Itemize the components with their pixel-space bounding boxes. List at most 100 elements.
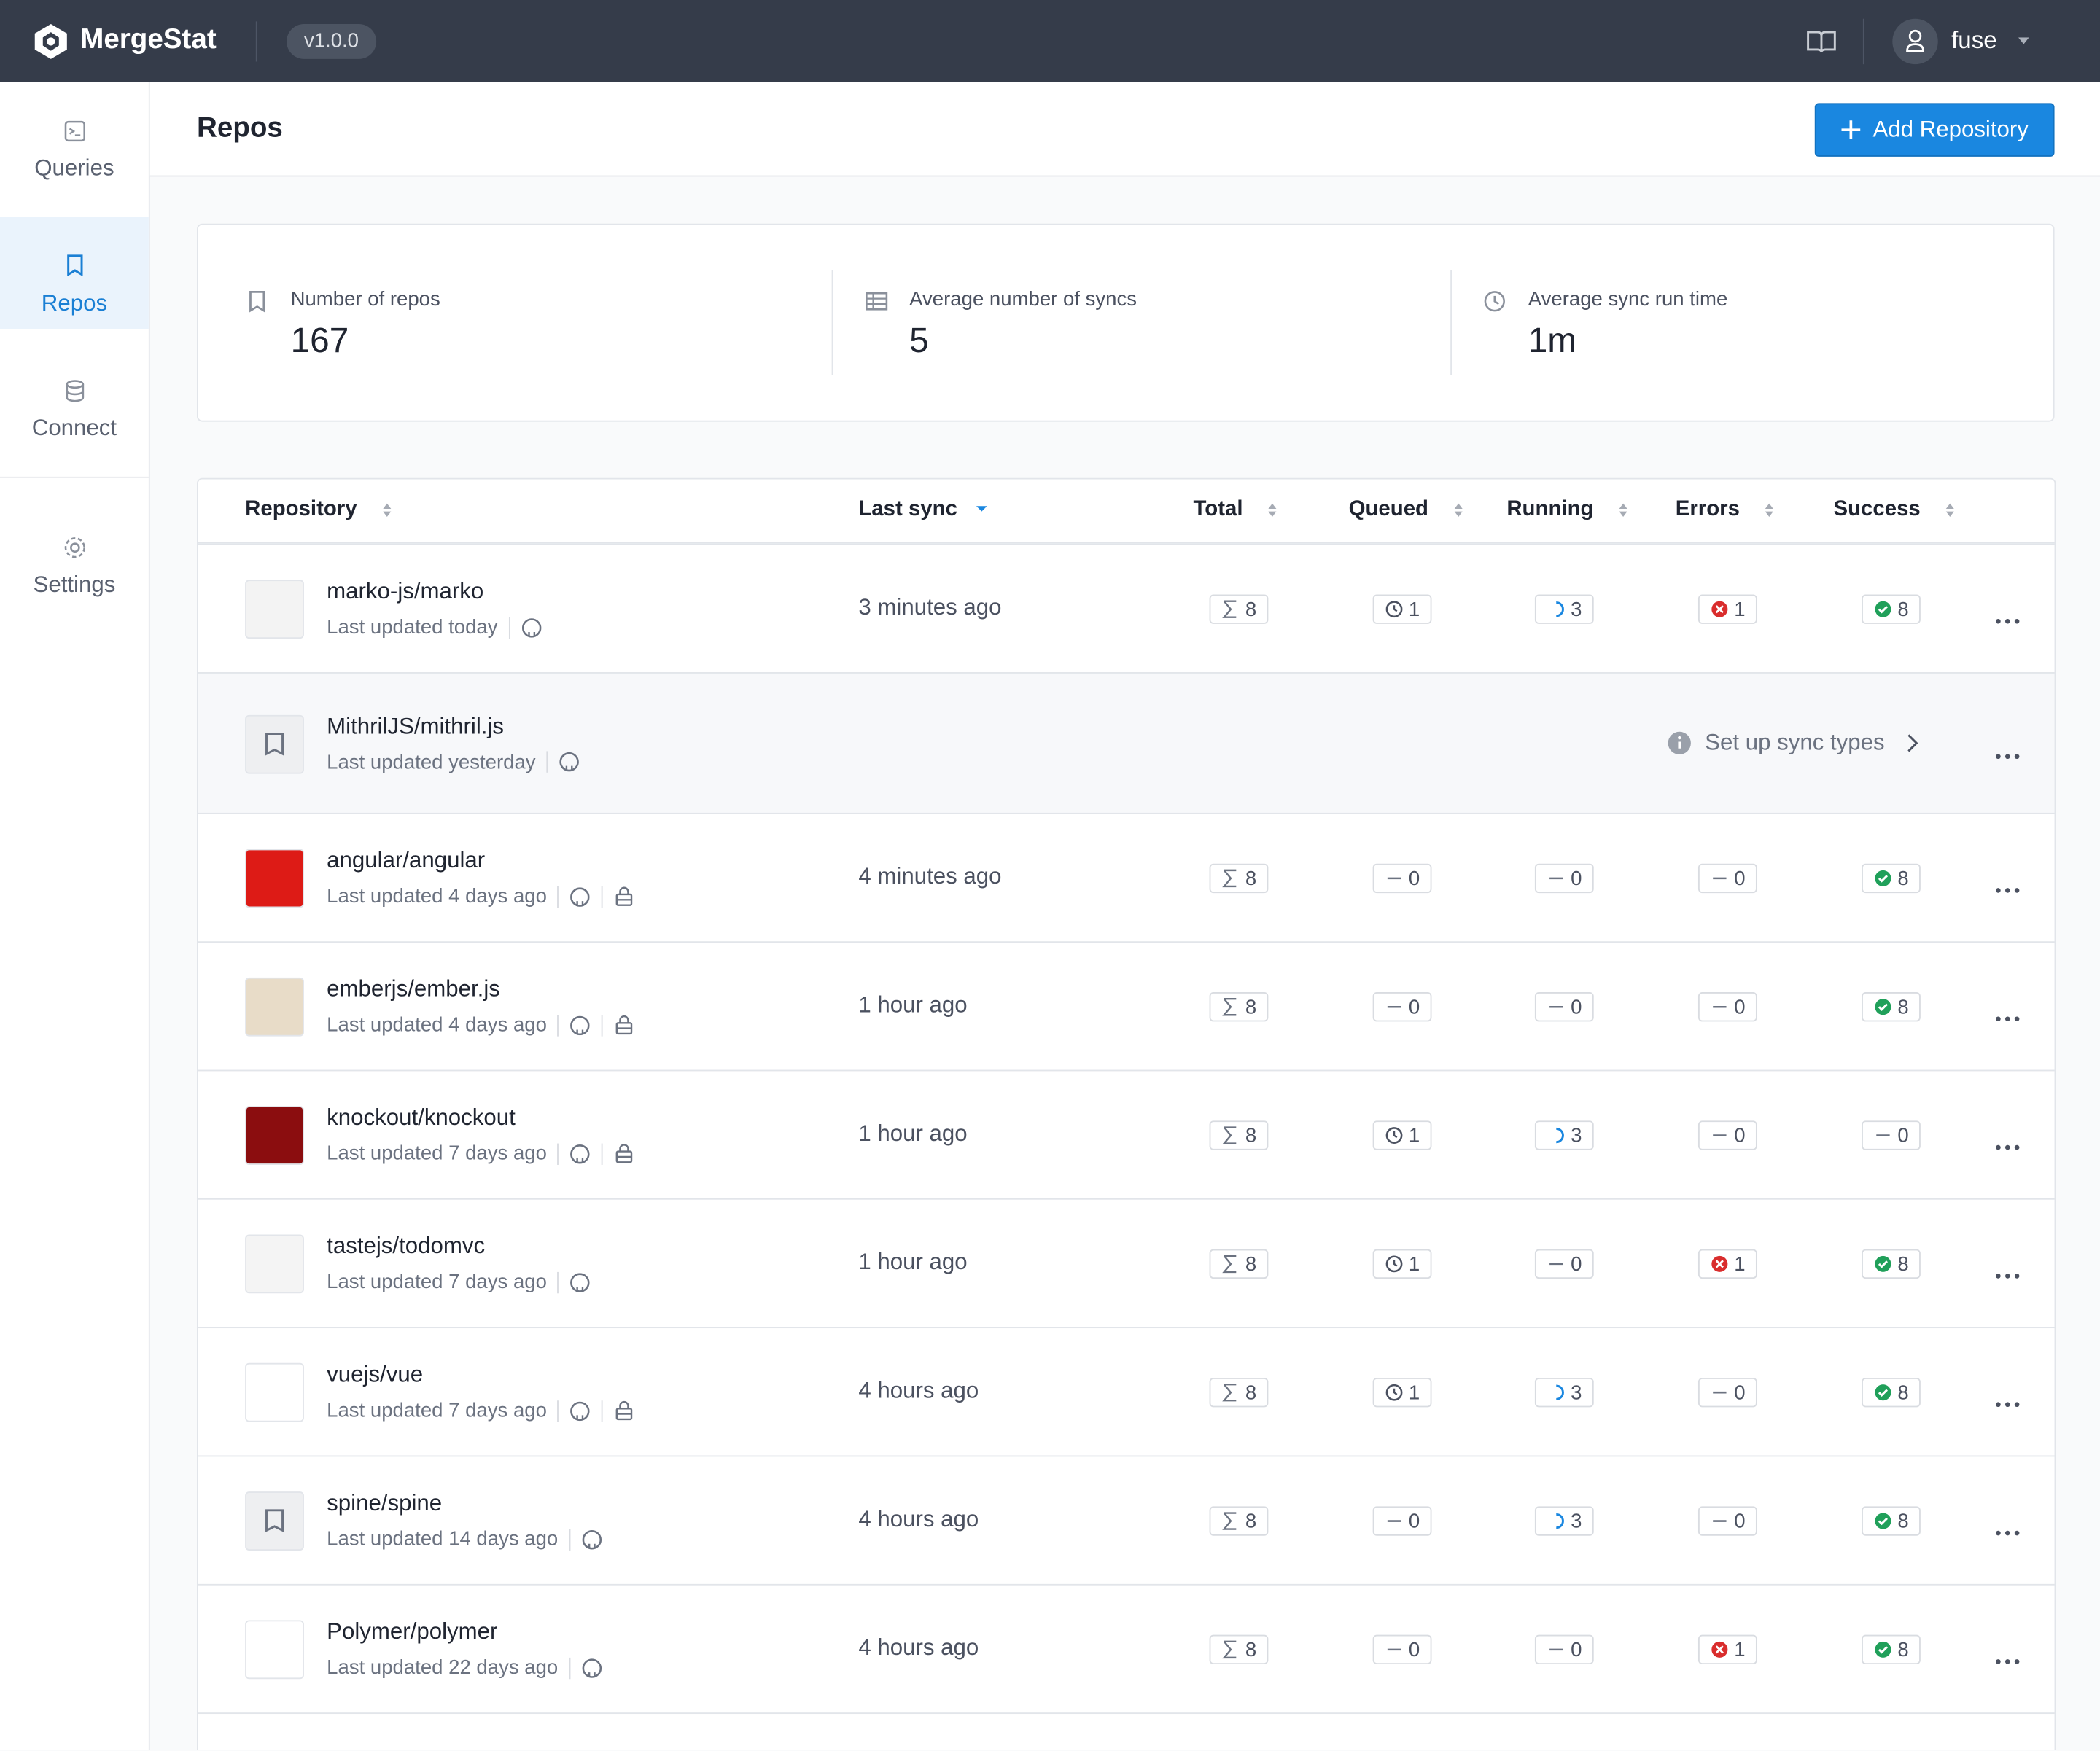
nav-item[interactable]: Queries xyxy=(0,82,149,194)
repo-row[interactable]: knockout/knockout Last updated 7 days ago… xyxy=(198,1069,2055,1200)
updated-text: Last updated 14 days ago xyxy=(327,1527,559,1551)
column-title[interactable]: Repository xyxy=(245,498,357,521)
repo-row[interactable]: MithrilJS/mithril.js Last updated yesterd… xyxy=(198,672,2055,814)
repo-row[interactable]: vuejs/vue Last updated 7 days ago 4 hours … xyxy=(198,1327,2055,1457)
count: 1 xyxy=(1734,1638,1746,1661)
repo-name[interactable]: vuejs/vue xyxy=(327,1361,424,1387)
repo-row[interactable]: emberjs/ember.js Last updated 4 days ago 1… xyxy=(198,941,2055,1072)
row-menu[interactable] xyxy=(1996,607,2020,631)
stat-icon xyxy=(1482,289,1509,323)
status-icon xyxy=(1547,1126,1566,1145)
status-icon-svg xyxy=(1549,1648,1563,1651)
count: 8 xyxy=(1245,1509,1257,1533)
success-badge: 8 xyxy=(1862,1249,1921,1279)
nav-label[interactable]: Repos xyxy=(41,290,108,316)
stat-icon-svg xyxy=(249,291,265,313)
column-title[interactable]: Queued xyxy=(1348,498,1428,521)
column-title[interactable]: Errors xyxy=(1675,498,1740,521)
row-menu[interactable] xyxy=(1996,1261,2020,1285)
repo-row[interactable]: angular/angular Last updated 4 days ago 4 … xyxy=(198,812,2055,943)
button-label[interactable]: Add Repository xyxy=(1872,116,2029,142)
row-menu[interactable] xyxy=(1996,1390,2020,1414)
info-icon xyxy=(1668,730,1692,754)
status-icon-svg xyxy=(1875,999,1891,1015)
status-icon-svg xyxy=(1385,601,1403,618)
version: v1.0.0 xyxy=(287,24,376,59)
repo-row[interactable]: tastejs/todomvc Last updated 7 days ago 1 … xyxy=(198,1198,2055,1329)
repo-row[interactable]: Polymer/polymer Last updated 22 days ago 4… xyxy=(198,1583,2055,1715)
repo-meta: Last updated 7 days ago xyxy=(327,1142,635,1165)
count: 3 xyxy=(1571,1381,1582,1404)
column-title[interactable]: Success xyxy=(1833,498,1921,521)
repo-name[interactable]: angular/angular xyxy=(327,847,486,873)
repo-row[interactable]: marko-js/marko Last updated today 3 minute… xyxy=(198,543,2055,674)
row-menu[interactable] xyxy=(1996,1005,2020,1029)
column-title[interactable]: Total xyxy=(1193,498,1243,521)
status-icon xyxy=(1710,1255,1729,1274)
row-menu[interactable] xyxy=(1996,876,2020,900)
running-badge: 0 xyxy=(1534,863,1594,894)
column-header[interactable]: Success xyxy=(1833,498,1955,522)
updated-text: Last updated 7 days ago xyxy=(327,1142,547,1165)
setup-text[interactable]: Set up sync types xyxy=(1705,729,1885,755)
status-icon-svg xyxy=(1221,1255,1236,1274)
repo-row[interactable]: spine/spine Last updated 14 days ago 4 hou… xyxy=(198,1455,2055,1586)
repo-name[interactable]: marko-js/marko xyxy=(327,578,484,604)
nav-label[interactable]: Settings xyxy=(33,572,116,598)
user-name[interactable]: fuse xyxy=(1951,26,1997,54)
count: 3 xyxy=(1571,598,1582,621)
status-icon xyxy=(1221,1640,1240,1659)
add-repository-button[interactable]: Add Repository xyxy=(1814,103,2055,157)
lock-icon-svg xyxy=(616,1143,633,1163)
setup-link[interactable]: Set up sync types xyxy=(1668,729,1920,756)
divider xyxy=(1450,270,1452,375)
nav-item[interactable]: Connect xyxy=(0,341,149,453)
repo-name[interactable]: Polymer/polymer xyxy=(327,1618,498,1645)
repo-meta: Last updated yesterday xyxy=(327,750,580,773)
column-title[interactable]: Running xyxy=(1506,498,1594,521)
sort-icon-svg xyxy=(1453,503,1462,517)
count: 8 xyxy=(1245,995,1257,1018)
docs-icon[interactable] xyxy=(1805,29,1838,53)
count: 0 xyxy=(1408,867,1420,890)
column-header[interactable]: Queued xyxy=(1349,498,1463,522)
column-header[interactable]: Total xyxy=(1194,498,1278,522)
status-icon-svg xyxy=(1711,601,1728,617)
queued-badge: 1 xyxy=(1372,1249,1432,1279)
status-icon xyxy=(1710,600,1729,619)
repo-name[interactable]: tastejs/todomvc xyxy=(327,1233,486,1259)
status-icon-svg xyxy=(1555,1384,1564,1400)
nav-item[interactable]: Repos xyxy=(0,217,149,329)
last-sync: 1 hour ago xyxy=(858,992,968,1018)
repo-name[interactable]: knockout/knockout xyxy=(327,1104,516,1131)
status-icon xyxy=(1873,997,1892,1016)
row-menu[interactable] xyxy=(1996,1647,2020,1671)
repo-name[interactable]: MithrilJS/mithril.js xyxy=(327,713,505,738)
status-icon-svg xyxy=(1712,1134,1727,1136)
column-header[interactable]: Running xyxy=(1506,498,1628,522)
row-menu[interactable] xyxy=(1996,1518,2020,1543)
avatar[interactable] xyxy=(1892,18,1938,65)
repo-name[interactable]: emberjs/ember.js xyxy=(327,975,500,1002)
row-menu[interactable] xyxy=(1996,1133,2020,1157)
nav-label[interactable]: Connect xyxy=(31,415,117,441)
count: 0 xyxy=(1408,995,1420,1018)
row-menu[interactable] xyxy=(1996,741,2020,765)
column-title[interactable]: Last sync xyxy=(858,498,957,521)
nav-label[interactable]: Queries xyxy=(34,155,114,181)
repo-icon xyxy=(265,1509,284,1532)
status-icon-svg xyxy=(1549,1005,1563,1008)
nav-icon xyxy=(66,254,82,277)
total-badge: 8 xyxy=(1209,863,1269,894)
repo-name[interactable]: spine/spine xyxy=(327,1490,443,1516)
nav-item[interactable]: Settings xyxy=(0,498,149,610)
status-icon xyxy=(1710,1126,1729,1145)
repo-meta: Last updated 4 days ago xyxy=(327,885,635,908)
column-header[interactable]: Repository xyxy=(245,498,392,522)
repo-logo xyxy=(245,1234,304,1294)
count: 0 xyxy=(1408,1638,1420,1661)
column-header[interactable]: Errors xyxy=(1676,498,1775,522)
column-header[interactable]: Last sync xyxy=(858,498,987,522)
last-sync: 3 minutes ago xyxy=(858,594,1002,620)
